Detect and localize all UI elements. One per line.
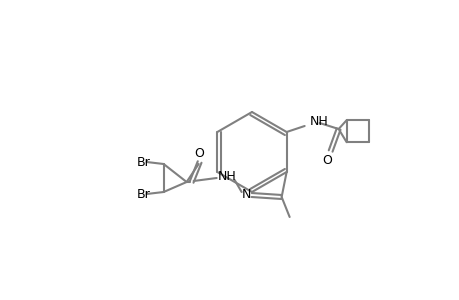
Text: NH: NH [217, 170, 235, 184]
Text: NH: NH [309, 115, 328, 128]
Text: Br: Br [136, 155, 150, 169]
Text: O: O [194, 146, 204, 160]
Text: O: O [322, 154, 332, 166]
Text: Br: Br [136, 188, 150, 200]
Text: N: N [241, 188, 251, 200]
